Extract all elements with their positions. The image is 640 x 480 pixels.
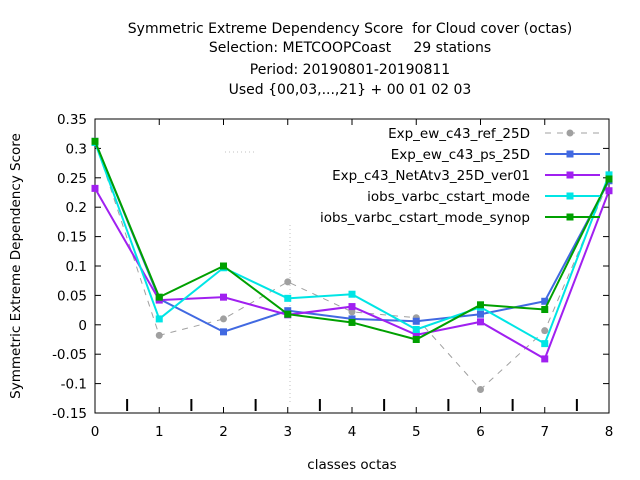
data-point [605, 171, 613, 179]
x-tick-label: 7 [540, 424, 549, 440]
data-point [412, 326, 420, 334]
y-tick-label: 0.35 [57, 112, 87, 128]
x-tick-label: 6 [476, 424, 485, 440]
legend-marker [566, 192, 574, 200]
x-tick-label: 0 [91, 424, 100, 440]
data-point [155, 331, 163, 339]
y-tick-label: 0.15 [57, 230, 87, 246]
chart-title-line-2: Selection: METCOOPCoast 29 stations [208, 40, 492, 56]
legend-label: Exp_ew_c43_ref_25D [388, 126, 530, 142]
x-tick-label: 1 [155, 424, 164, 440]
data-point [477, 301, 484, 309]
data-point [220, 328, 227, 336]
data-point [91, 137, 99, 145]
data-point [412, 331, 420, 339]
data-point [348, 308, 356, 316]
data-point [284, 310, 292, 318]
data-point [605, 175, 613, 183]
data-point [412, 317, 420, 325]
chart-title-line-4: Used {00,03,...,21} + 00 01 02 03 [228, 82, 472, 98]
legend-label: iobs_varbc_cstart_mode [367, 189, 530, 205]
y-axis-label: Symmetric Extreme Dependency Score [8, 133, 24, 399]
data-point [220, 293, 227, 301]
legend-marker [566, 129, 574, 137]
data-point [348, 290, 356, 298]
data-point [412, 336, 420, 343]
data-point [348, 303, 356, 311]
legend-label: Exp_c43_NetAtv3_25D_ver01 [332, 168, 530, 184]
data-point [155, 315, 163, 323]
x-tick-label: 5 [412, 424, 421, 440]
y-tick-label: -0.1 [61, 377, 87, 393]
legend-marker [566, 213, 574, 221]
data-point [155, 293, 163, 301]
y-tick-label: 0.2 [66, 200, 87, 216]
data-point [541, 340, 549, 348]
y-tick-label: 0.1 [66, 259, 87, 275]
x-tick-label: 4 [348, 424, 357, 440]
y-tick-label: 0.05 [57, 288, 87, 304]
data-point [541, 297, 549, 305]
x-tick-label: 8 [605, 424, 614, 440]
data-point [284, 278, 292, 286]
x-axis-label: classes octas [307, 457, 396, 473]
data-point [220, 315, 227, 323]
data-point [541, 306, 549, 314]
x-tick-label: 2 [219, 424, 228, 440]
data-point [348, 318, 356, 326]
y-tick-label: 0.3 [66, 141, 87, 157]
tick-layer: -0.15 -0.1 -0.05 0 0.05 0.1 0.15 0.2 0.25 0.3 0.35… [52, 112, 613, 440]
data-point [477, 385, 484, 393]
legend-label: Exp_ew_c43_ps_25D [391, 147, 530, 163]
data-point [91, 184, 99, 192]
data-point [284, 294, 292, 302]
plot-area-frame [94, 118, 610, 414]
data-point [605, 187, 613, 195]
chart-title-line-3: Period: 20190801-20190811 [249, 62, 451, 78]
data-point [541, 327, 549, 335]
data-point [477, 310, 484, 318]
x-tick-label: 3 [283, 424, 292, 440]
legend-marker [566, 171, 574, 179]
chart-title-line-1: Symmetric Extreme Dependency Score for C… [127, 21, 573, 37]
y-tick-label: 0.25 [57, 171, 87, 187]
legend-marker [566, 150, 574, 158]
data-point [220, 262, 227, 270]
series-layer [91, 137, 613, 393]
legend: Exp_ew_c43_ref_25D Exp_ew_c43_ps_25D Exp_c… [320, 126, 600, 226]
data-point [348, 315, 356, 323]
y-tick-label: -0.15 [52, 406, 87, 422]
grid-layer [225, 151, 291, 405]
data-point [541, 355, 549, 363]
y-tick-label: 0 [78, 318, 87, 334]
data-point [284, 307, 292, 315]
series-4 [91, 137, 613, 343]
legend-label: iobs_varbc_cstart_mode_synop [320, 210, 530, 226]
data-point [477, 318, 484, 326]
y-tick-label: -0.05 [52, 347, 87, 363]
